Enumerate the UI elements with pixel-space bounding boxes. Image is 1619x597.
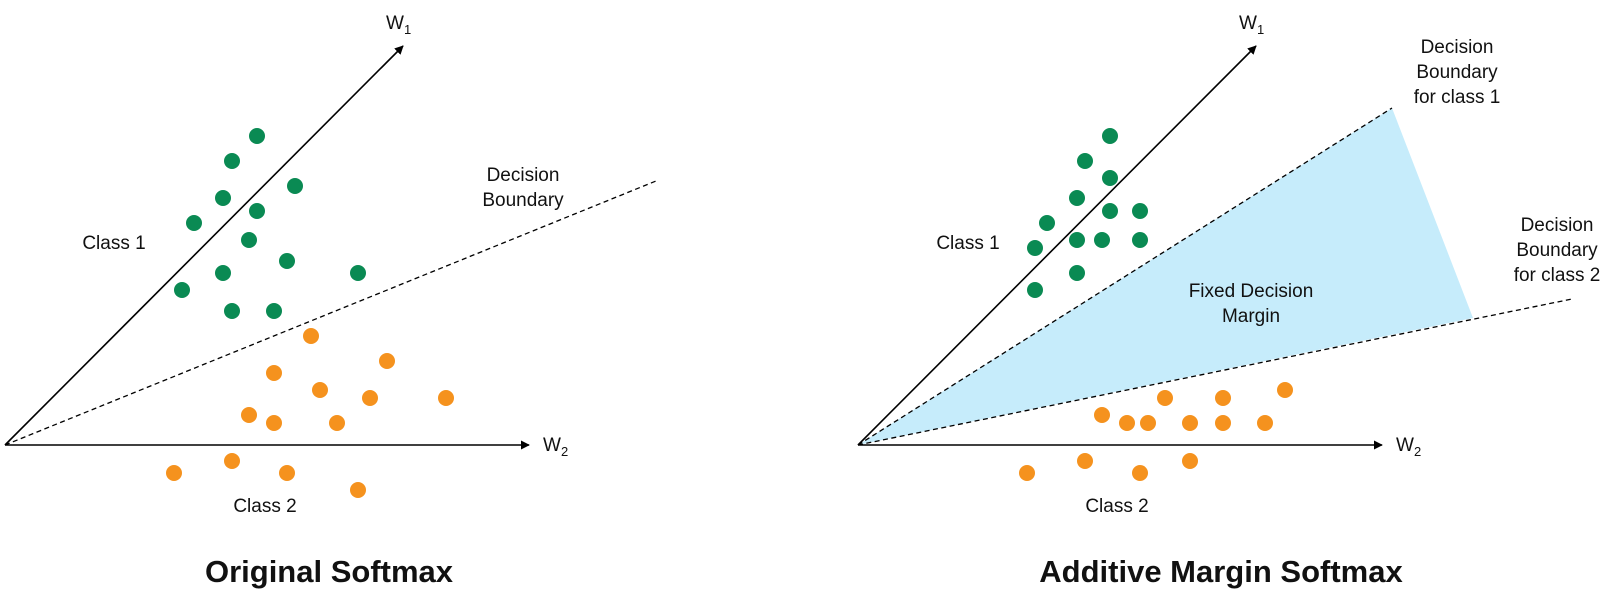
class1-point [1069, 232, 1085, 248]
class1-point [174, 282, 190, 298]
class1-point [224, 153, 240, 169]
class1-point [241, 232, 257, 248]
class1-point [186, 215, 202, 231]
class2-point [1257, 415, 1273, 431]
boundary1-label-line-3: for class 1 [1414, 87, 1501, 108]
class1-point [1102, 203, 1118, 219]
class2-point [362, 390, 378, 406]
class2-point [166, 465, 182, 481]
class1-point [1102, 128, 1118, 144]
class1-point [1069, 265, 1085, 281]
w1-axis-arrow [4, 45, 404, 446]
class2-label: Class 2 [233, 496, 296, 517]
class1-point [1027, 282, 1043, 298]
class2-point [1019, 465, 1035, 481]
class1-label: Class 1 [936, 233, 999, 254]
class1-point [1132, 203, 1148, 219]
class1-point [224, 303, 240, 319]
class2-point [1140, 415, 1156, 431]
class1-label: Class 1 [82, 233, 145, 254]
class1-point [287, 178, 303, 194]
w1-axis-label: W1 [1239, 13, 1264, 37]
decision-boundary-line [4, 180, 657, 446]
boundary-label-line-1: Decision [487, 165, 560, 186]
class2-point [1277, 382, 1293, 398]
class2-label: Class 2 [1085, 496, 1148, 517]
class1-point [215, 265, 231, 281]
w2-axis-label: W2 [543, 435, 568, 459]
class2-point [1077, 453, 1093, 469]
class1-point [1069, 190, 1085, 206]
class1-point [249, 203, 265, 219]
class1-point [1027, 240, 1043, 256]
class1-point [1077, 153, 1093, 169]
class2-point [1215, 415, 1231, 431]
class2-point [279, 465, 295, 481]
boundary-label-line-2: Boundary [482, 190, 564, 211]
class2-point [1132, 465, 1148, 481]
class2-point [1215, 390, 1231, 406]
class1-point [1132, 232, 1148, 248]
class2-point [312, 382, 328, 398]
boundary1-label-line-2: Boundary [1416, 62, 1498, 83]
w2-axis-label: W2 [1396, 435, 1421, 459]
panel-additive-margin-softmax: W1 W2 Decision Boundary for class 1 Deci… [857, 13, 1601, 589]
w1-axis-label: W1 [386, 13, 411, 37]
class2-point [350, 482, 366, 498]
class1-point [1102, 170, 1118, 186]
class2-point [1182, 453, 1198, 469]
class2-point [329, 415, 345, 431]
w1-axis-arrow [857, 45, 1257, 446]
decision-boundary-class1-line [857, 107, 1393, 446]
panel-title-additive: Additive Margin Softmax [1039, 554, 1403, 589]
class1-point [350, 265, 366, 281]
boundary2-label-line-3: for class 2 [1514, 265, 1601, 286]
data-points-additive-margin [1019, 128, 1293, 481]
class2-point [241, 407, 257, 423]
class2-point [1094, 407, 1110, 423]
class2-point [438, 390, 454, 406]
class1-point [1039, 215, 1055, 231]
boundary1-label-line-1: Decision [1421, 37, 1494, 58]
class2-point [1157, 390, 1173, 406]
class2-point [379, 353, 395, 369]
panel-title-original: Original Softmax [205, 554, 454, 589]
fixed-decision-margin-region [858, 108, 1473, 445]
decision-boundary-class2-line [857, 298, 1573, 446]
class2-point [224, 453, 240, 469]
panel-original-softmax: W1 W2 Decision Boundary Class 1 Class 2 … [4, 13, 657, 589]
data-points-original [166, 128, 454, 498]
margin-label-line-1: Fixed Decision [1189, 281, 1314, 302]
boundary2-label-line-1: Decision [1521, 215, 1594, 236]
boundary2-label-line-2: Boundary [1516, 240, 1598, 261]
class2-point [266, 365, 282, 381]
class2-point [303, 328, 319, 344]
margin-label-line-2: Margin [1222, 306, 1280, 327]
class1-point [1094, 232, 1110, 248]
class2-point [1182, 415, 1198, 431]
class2-point [1119, 415, 1135, 431]
class1-point [249, 128, 265, 144]
class1-point [266, 303, 282, 319]
class2-point [266, 415, 282, 431]
class1-point [279, 253, 295, 269]
class1-point [215, 190, 231, 206]
